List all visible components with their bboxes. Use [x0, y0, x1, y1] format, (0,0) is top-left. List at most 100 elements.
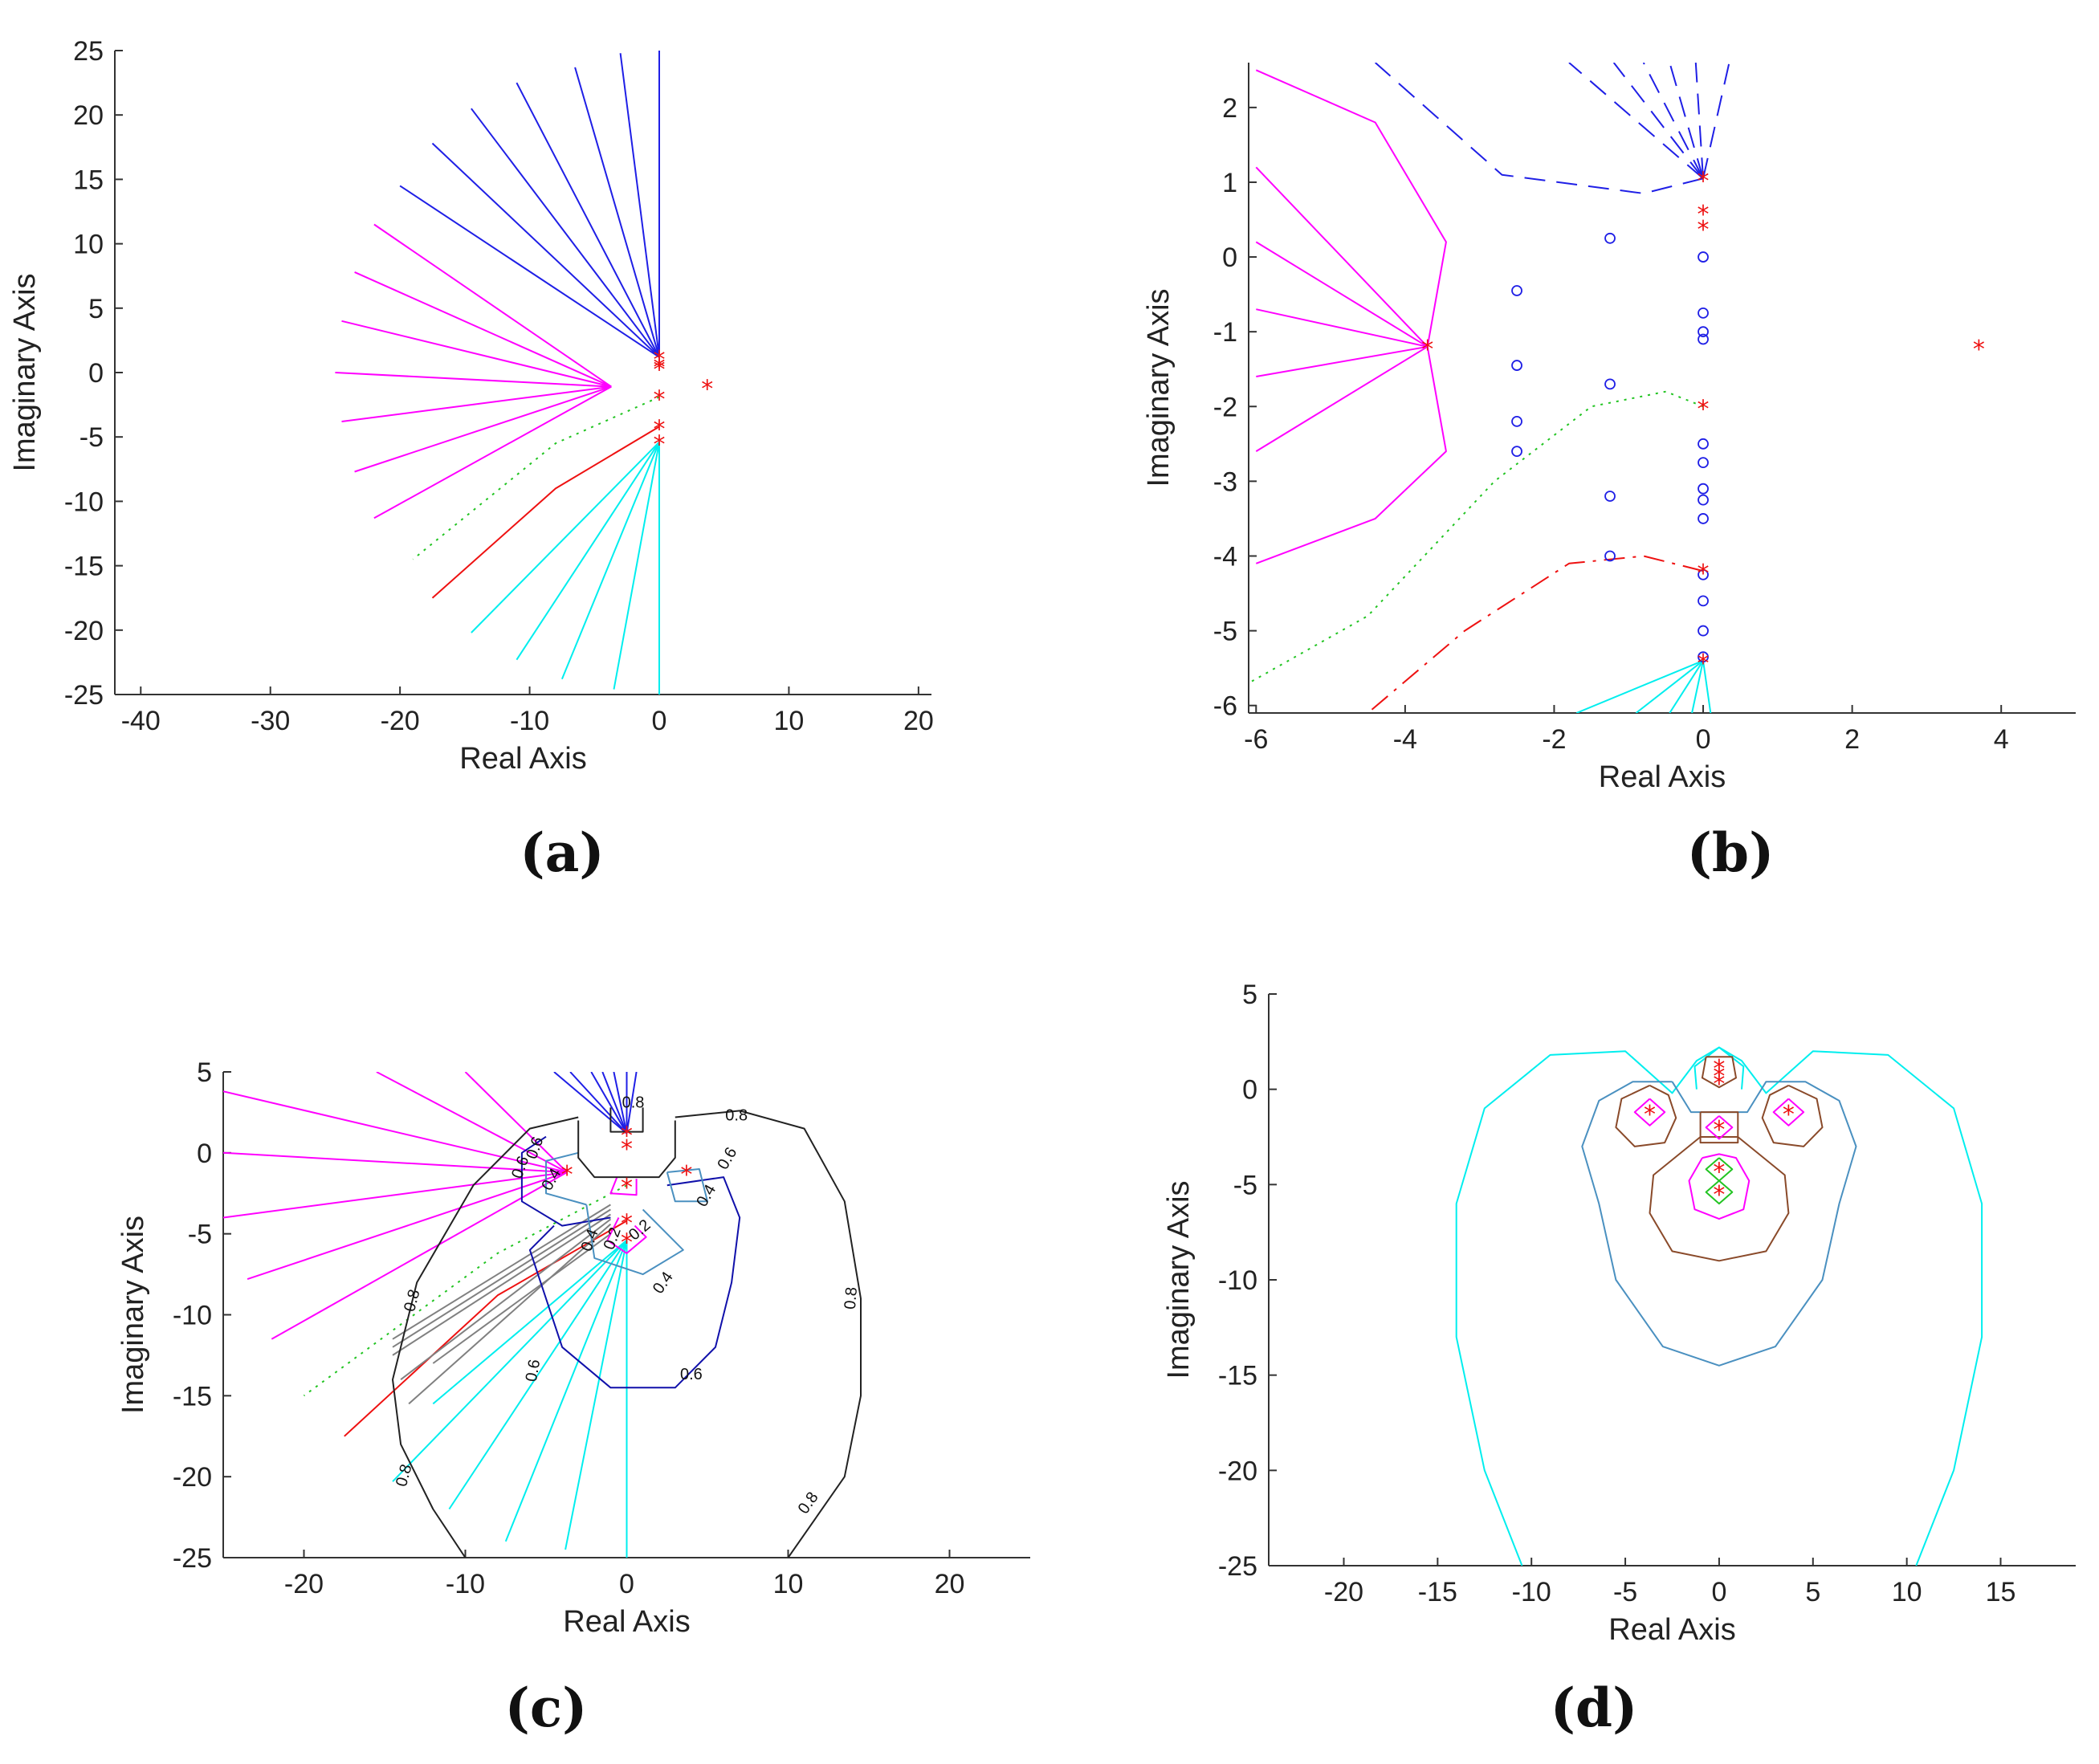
series-line-magenta: [223, 1090, 568, 1173]
contour-label: 0.8: [795, 1489, 822, 1517]
pole-marker: *: [1713, 1181, 1725, 1209]
series-line-red: [344, 1220, 627, 1437]
series-line-brown: [1699, 1111, 1739, 1144]
y-tick-label: -10: [173, 1301, 212, 1331]
pole-marker: *: [1698, 201, 1710, 229]
y-tick-label: -4: [1213, 541, 1237, 572]
series-line-cyan: [432, 1239, 628, 1405]
pole-marker: *: [621, 1229, 633, 1257]
y-tick-label: 10: [73, 230, 104, 260]
y-tick-label: -25: [64, 680, 104, 711]
series-line-steel: [1581, 1081, 1857, 1367]
series-line-magenta: [1772, 1098, 1805, 1126]
zero-marker: [1698, 494, 1709, 506]
series-line-blue: [516, 82, 660, 358]
y-tick-label: -20: [173, 1462, 212, 1493]
pole-marker: *: [1713, 1055, 1725, 1083]
series-line-green: [1705, 1179, 1734, 1205]
series-line-blue: [574, 67, 660, 358]
x-tick-label: 2: [1844, 724, 1860, 755]
y-tick-label: 20: [73, 100, 104, 131]
x-tick-label: 15: [1986, 1577, 2016, 1607]
series-line-magenta: [354, 385, 612, 473]
x-axis-label: Real Axis: [459, 742, 586, 776]
series-line-gray: [392, 1213, 611, 1356]
series-line-green: [1249, 390, 1704, 684]
y-tick-label: -10: [1218, 1265, 1257, 1296]
contour-label: 0.8: [725, 1107, 748, 1125]
x-tick-label: -4: [1393, 724, 1417, 755]
pole-marker: *: [621, 1174, 633, 1202]
pole-marker: *: [701, 376, 713, 404]
x-tick-label: 20: [935, 1569, 965, 1599]
y-tick-label: -15: [64, 552, 104, 582]
x-tick-label: 20: [903, 706, 934, 736]
y-tick-label: -25: [173, 1543, 212, 1574]
y-tick-label: 0: [1222, 242, 1237, 273]
series-line-blue: [471, 108, 660, 358]
pole-marker: *: [1644, 1101, 1656, 1129]
y-tick-label: -3: [1213, 466, 1237, 497]
series-line-red: [431, 426, 660, 599]
panel-b: -6 -4 -2 0 2 4 -6 -5 -4 -3 -2 -1 0 1 2 Real Axis Imagina…: [1142, 63, 2076, 794]
plot-area: *******: [335, 51, 713, 695]
series-line-black: [609, 1107, 644, 1133]
pole-marker: *: [1713, 1158, 1725, 1186]
zero-marker: [1698, 625, 1709, 637]
x-tick-label: 10: [773, 1569, 804, 1599]
y-tick-label: -5: [79, 422, 104, 453]
panel-d: -20 -15 -10 -5 0 5 10 15 -25 -20 -15 -10 -5 0 5 Real Ax…: [1162, 980, 2076, 1647]
series-line-black: [392, 1116, 579, 1558]
x-tick-label: -10: [1512, 1577, 1551, 1607]
plot-area: ********: [1455, 1046, 1983, 1566]
series-line-cyan: [1669, 660, 1704, 713]
y-axis-label: Imaginary Axis: [8, 273, 42, 471]
series-line-blue: [590, 1072, 628, 1135]
x-tick-label: 4: [1994, 724, 2009, 755]
x-axis-label: Real Axis: [563, 1605, 690, 1639]
y-tick-label: -25: [1218, 1551, 1257, 1582]
x-tick-label: -6: [1244, 724, 1268, 755]
series-line-magenta: [609, 1176, 638, 1196]
series-line-red: [1367, 555, 1704, 713]
series-line-cyan: [1702, 660, 1712, 713]
series-line-blue: [1568, 63, 1704, 180]
plot-area: *******: [223, 1072, 862, 1558]
series-line-magenta: [1705, 1115, 1734, 1140]
series-line-magenta: [341, 320, 612, 388]
series-line-magenta: [1255, 345, 1429, 452]
series-line-magenta: [373, 223, 612, 388]
pole-marker: *: [1421, 336, 1433, 364]
pole-marker: *: [654, 431, 666, 459]
series-line-cyan: [564, 1240, 628, 1550]
y-tick-label: -20: [64, 616, 104, 646]
pole-marker: *: [1713, 1063, 1725, 1091]
x-axis-label: Real Axis: [1608, 1613, 1735, 1647]
series-line-cyan: [1575, 659, 1704, 713]
zero-marker: [1698, 438, 1709, 450]
contour-label: 0.4: [693, 1182, 719, 1210]
x-tick-label: 0: [619, 1569, 634, 1599]
pole-marker: *: [1698, 395, 1710, 423]
series-line-blue: [1694, 63, 1704, 179]
series-line-green: [412, 396, 660, 560]
contour-label: 0.6: [680, 1366, 703, 1383]
series-line-brown: [1701, 1056, 1737, 1089]
y-tick-label: -20: [1218, 1456, 1257, 1486]
x-tick-label: -40: [121, 706, 161, 736]
series-line-magenta: [1255, 346, 1447, 564]
series-line-blue: [1612, 63, 1704, 179]
series-line-cyan: [1635, 660, 1704, 713]
zero-marker: [1511, 415, 1522, 427]
pole-marker: *: [561, 1161, 573, 1189]
plot-area: ********: [1249, 63, 1985, 713]
series-line-magenta: [373, 385, 612, 519]
zero-marker: [1604, 232, 1616, 244]
contour-label: 0.8: [622, 1094, 645, 1111]
series-line-cyan: [504, 1240, 628, 1542]
zero-marker: [1698, 307, 1709, 319]
pole-marker: *: [1973, 336, 1985, 364]
series-line-cyan: [471, 441, 660, 633]
contour-label: 0.4: [578, 1227, 602, 1254]
